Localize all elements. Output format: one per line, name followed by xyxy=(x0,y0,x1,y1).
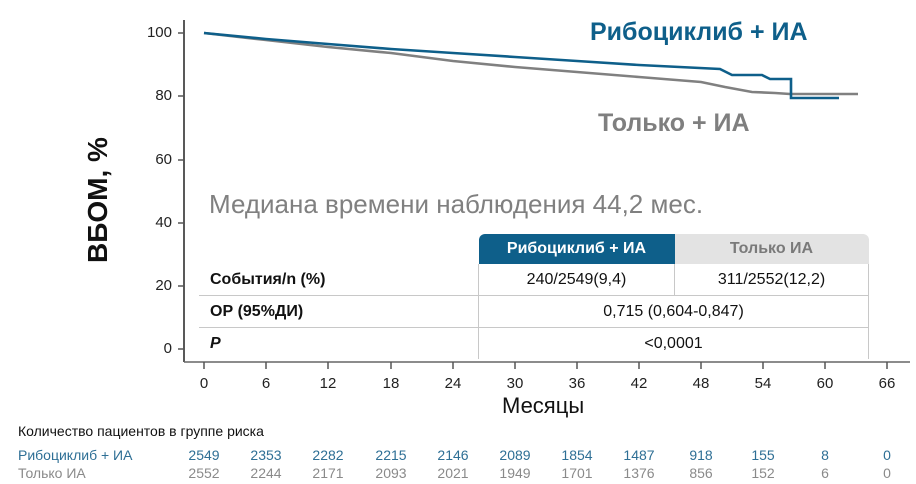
risk-tolko-48: 856 xyxy=(689,465,713,481)
y-axis-label: ВБОМ, % xyxy=(82,137,113,263)
hr-value: 0,715 (0,604-0,847) xyxy=(478,295,869,328)
y-tick-60: 60 xyxy=(155,151,172,168)
stats-table: Рибоциклиб + ИА Только ИА События/n (%) … xyxy=(199,234,869,359)
risk-row-ribo-label: Рибоциклиб + ИА xyxy=(18,447,133,463)
y-tick-20: 20 xyxy=(155,277,172,294)
risk-ribo-6: 2353 xyxy=(250,447,282,463)
header-ribo: Рибоциклиб + ИА xyxy=(478,234,675,264)
x-tick-30: 30 xyxy=(506,375,524,392)
x-tick-42: 42 xyxy=(630,375,648,392)
y-tick-80: 80 xyxy=(155,87,172,104)
risk-ribo-0: 2549 xyxy=(188,447,220,463)
row-label-hr: ОР (95%ДИ) xyxy=(199,295,479,328)
x-tick-48: 48 xyxy=(692,375,710,392)
risk-tolko-42: 1376 xyxy=(623,465,655,481)
risk-tolko-30: 1949 xyxy=(499,465,531,481)
table-row: ОР (95%ДИ) 0,715 (0,604-0,847) xyxy=(199,295,869,328)
x-tick-0: 0 xyxy=(199,375,209,392)
risk-tolko-6: 2244 xyxy=(250,465,282,481)
x-tick-18: 18 xyxy=(382,375,400,392)
risk-ribo-12: 2282 xyxy=(312,447,344,463)
risk-tolko-54: 152 xyxy=(751,465,775,481)
x-tick-6: 6 xyxy=(261,375,271,392)
risk-ribo-36: 1854 xyxy=(561,447,593,463)
risk-tolko-18: 2093 xyxy=(375,465,407,481)
table-row: P <0,0001 xyxy=(199,327,869,359)
x-axis-label: Месяцы xyxy=(502,393,585,418)
risk-ribo-42: 1487 xyxy=(623,447,655,463)
risk-ribo-54: 155 xyxy=(751,447,775,463)
risk-ribo-60: 8 xyxy=(821,447,829,463)
risk-table-title: Количество пациентов в группе риска xyxy=(18,423,264,439)
x-tick-12: 12 xyxy=(319,375,337,392)
risk-tolko-36: 1701 xyxy=(561,465,593,481)
x-tick-54: 54 xyxy=(754,375,772,392)
header-tolko: Только ИА xyxy=(674,234,869,264)
legend-ribo-label: Рибоциклиб + ИА xyxy=(590,18,808,46)
risk-tolko-12: 2171 xyxy=(312,465,344,481)
events-ribo: 240/2549(9,4) xyxy=(478,264,675,296)
tolko-curve xyxy=(203,31,858,96)
events-tolko: 311/2552(12,2) xyxy=(674,264,869,296)
y-tick-100: 100 xyxy=(146,24,172,41)
ribo-curve xyxy=(203,31,839,100)
risk-ribo-24: 2146 xyxy=(437,447,469,463)
risk-ribo-30: 2089 xyxy=(499,447,531,463)
median-followup-note: Медиана времени наблюдения 44,2 мес. xyxy=(209,189,704,219)
risk-ribo-18: 2215 xyxy=(375,447,407,463)
x-tick-36: 36 xyxy=(568,375,586,392)
risk-tolko-24: 2021 xyxy=(437,465,469,481)
risk-tolko-66: 0 xyxy=(883,465,891,481)
risk-ribo-48: 918 xyxy=(689,447,713,463)
x-tick-66: 66 xyxy=(878,375,896,392)
risk-tolko-60: 6 xyxy=(821,465,829,481)
risk-ribo-66: 0 xyxy=(883,447,891,463)
risk-tolko-0: 2552 xyxy=(188,465,220,481)
row-label-events: События/n (%) xyxy=(199,264,479,296)
risk-row-tolko-label: Только ИА xyxy=(18,465,86,481)
y-tick-0: 0 xyxy=(163,340,172,357)
x-tick-60: 60 xyxy=(816,375,834,392)
p-value: <0,0001 xyxy=(478,327,869,359)
legend-tolko-label: Только + ИА xyxy=(598,109,750,137)
table-row: События/n (%) 240/2549(9,4) 311/2552(12,… xyxy=(199,264,869,296)
y-tick-40: 40 xyxy=(155,214,172,231)
x-tick-24: 24 xyxy=(444,375,462,392)
row-label-p: P xyxy=(210,334,221,352)
